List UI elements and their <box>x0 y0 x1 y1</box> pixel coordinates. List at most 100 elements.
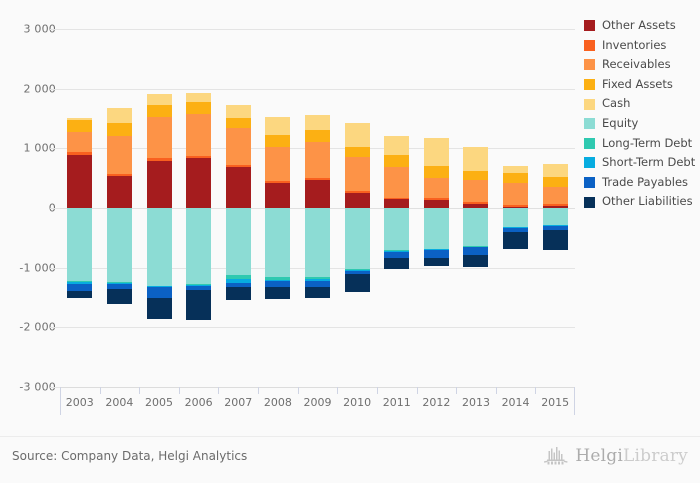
bar-segment[interactable] <box>423 200 449 208</box>
bar-segment[interactable] <box>186 102 212 114</box>
bar-segment[interactable] <box>106 136 132 174</box>
bar-segment[interactable] <box>106 122 132 137</box>
bar-segment[interactable] <box>67 283 93 291</box>
bar-segment[interactable] <box>344 270 370 275</box>
bar-segment[interactable] <box>146 286 172 287</box>
bar-segment[interactable] <box>146 298 172 319</box>
bar-segment[interactable] <box>384 250 410 252</box>
bar-segment[interactable] <box>305 286 330 299</box>
bar-segment[interactable] <box>146 208 172 286</box>
legend-item-trade-payables[interactable]: Trade Payables <box>584 173 700 193</box>
bar-segment[interactable] <box>463 201 489 205</box>
bar-segment[interactable] <box>305 177 330 180</box>
bar-segment[interactable] <box>67 132 93 152</box>
bar-segment[interactable] <box>225 128 251 166</box>
bar-segment[interactable] <box>542 224 568 226</box>
bar-segment[interactable] <box>146 158 172 161</box>
bar-segment[interactable] <box>225 275 251 279</box>
bar-segment[interactable] <box>384 155 410 168</box>
bar-segment[interactable] <box>305 130 330 142</box>
bar-segment[interactable] <box>503 232 529 249</box>
bar-segment[interactable] <box>423 137 449 166</box>
bar-segment[interactable] <box>384 208 410 251</box>
bar-segment[interactable] <box>542 225 568 226</box>
bar-segment[interactable] <box>225 117 251 129</box>
legend-item-long-term-debt[interactable]: Long-Term Debt <box>584 134 700 154</box>
bar-segment[interactable] <box>186 92 212 103</box>
bar-segment[interactable] <box>384 258 410 270</box>
bar-segment[interactable] <box>344 193 370 208</box>
bar-segment[interactable] <box>503 172 529 184</box>
bar-segment[interactable] <box>67 117 93 121</box>
bar-segment[interactable] <box>186 284 212 286</box>
bar-segment[interactable] <box>384 167 410 198</box>
bar-segment[interactable] <box>305 276 330 279</box>
bar-segment[interactable] <box>503 206 529 208</box>
bar-group-2003[interactable] <box>67 29 93 387</box>
bar-segment[interactable] <box>463 247 489 256</box>
bar-segment[interactable] <box>384 199 410 208</box>
bar-segment[interactable] <box>146 93 172 105</box>
bar-segment[interactable] <box>106 175 132 208</box>
bar-segment[interactable] <box>423 248 449 250</box>
bar-segment[interactable] <box>344 156 370 191</box>
bar-segment[interactable] <box>423 208 449 249</box>
bar-segment[interactable] <box>305 281 330 287</box>
bar-segment[interactable] <box>423 249 449 258</box>
bar-segment[interactable] <box>67 281 93 284</box>
bar-segment[interactable] <box>265 287 291 299</box>
bar-segment[interactable] <box>503 227 529 228</box>
legend-item-fixed-assets[interactable]: Fixed Assets <box>584 75 700 95</box>
bar-segment[interactable] <box>463 204 489 208</box>
bar-segment[interactable] <box>542 204 568 207</box>
bar-segment[interactable] <box>384 136 410 156</box>
bar-segment[interactable] <box>225 208 251 276</box>
bar-segment[interactable] <box>67 208 93 282</box>
bar-segment[interactable] <box>542 163 568 177</box>
bar-segment[interactable] <box>265 135 291 147</box>
bar-segment[interactable] <box>384 251 410 259</box>
bar-segment[interactable] <box>305 208 330 277</box>
legend-item-short-term-debt[interactable]: Short-Term Debt <box>584 153 700 173</box>
bar-segment[interactable] <box>463 147 489 171</box>
bar-segment[interactable] <box>344 268 370 271</box>
bar-segment[interactable] <box>225 283 251 287</box>
bar-segment[interactable] <box>186 113 212 157</box>
bar-segment[interactable] <box>67 155 93 208</box>
bar-segment[interactable] <box>67 290 93 299</box>
bar-segment[interactable] <box>67 120 93 133</box>
bar-segment[interactable] <box>503 205 529 207</box>
bar-segment[interactable] <box>265 180 291 183</box>
bar-segment[interactable] <box>106 282 132 283</box>
bar-segment[interactable] <box>423 198 449 201</box>
bar-segment[interactable] <box>542 187 568 205</box>
bar-segment[interactable] <box>186 284 212 285</box>
bar-segment[interactable] <box>463 246 489 248</box>
bar-segment[interactable] <box>463 246 489 247</box>
bar-group-2004[interactable] <box>106 29 132 387</box>
bar-segment[interactable] <box>503 165 529 173</box>
bar-group-2007[interactable] <box>225 29 251 387</box>
bar-segment[interactable] <box>503 227 529 233</box>
bar-segment[interactable] <box>225 278 251 284</box>
bar-segment[interactable] <box>423 177 449 199</box>
bar-segment[interactable] <box>463 179 489 202</box>
bar-segment[interactable] <box>146 104 172 117</box>
bar-segment[interactable] <box>225 105 251 118</box>
bar-segment[interactable] <box>106 289 132 305</box>
bar-segment[interactable] <box>503 183 529 206</box>
legend-item-other-liabilities[interactable]: Other Liabilities <box>584 192 700 212</box>
bar-segment[interactable] <box>503 226 529 228</box>
bar-segment[interactable] <box>106 173 132 176</box>
bar-group-2014[interactable] <box>503 29 529 387</box>
bar-segment[interactable] <box>225 167 251 208</box>
bar-segment[interactable] <box>265 208 291 278</box>
bar-segment[interactable] <box>344 122 370 148</box>
bar-segment[interactable] <box>423 257 449 267</box>
bar-segment[interactable] <box>265 182 291 208</box>
bar-segment[interactable] <box>146 286 172 299</box>
bar-segment[interactable] <box>503 208 529 227</box>
bar-segment[interactable] <box>384 197 410 200</box>
bar-segment[interactable] <box>146 160 172 208</box>
bar-segment[interactable] <box>305 141 330 178</box>
